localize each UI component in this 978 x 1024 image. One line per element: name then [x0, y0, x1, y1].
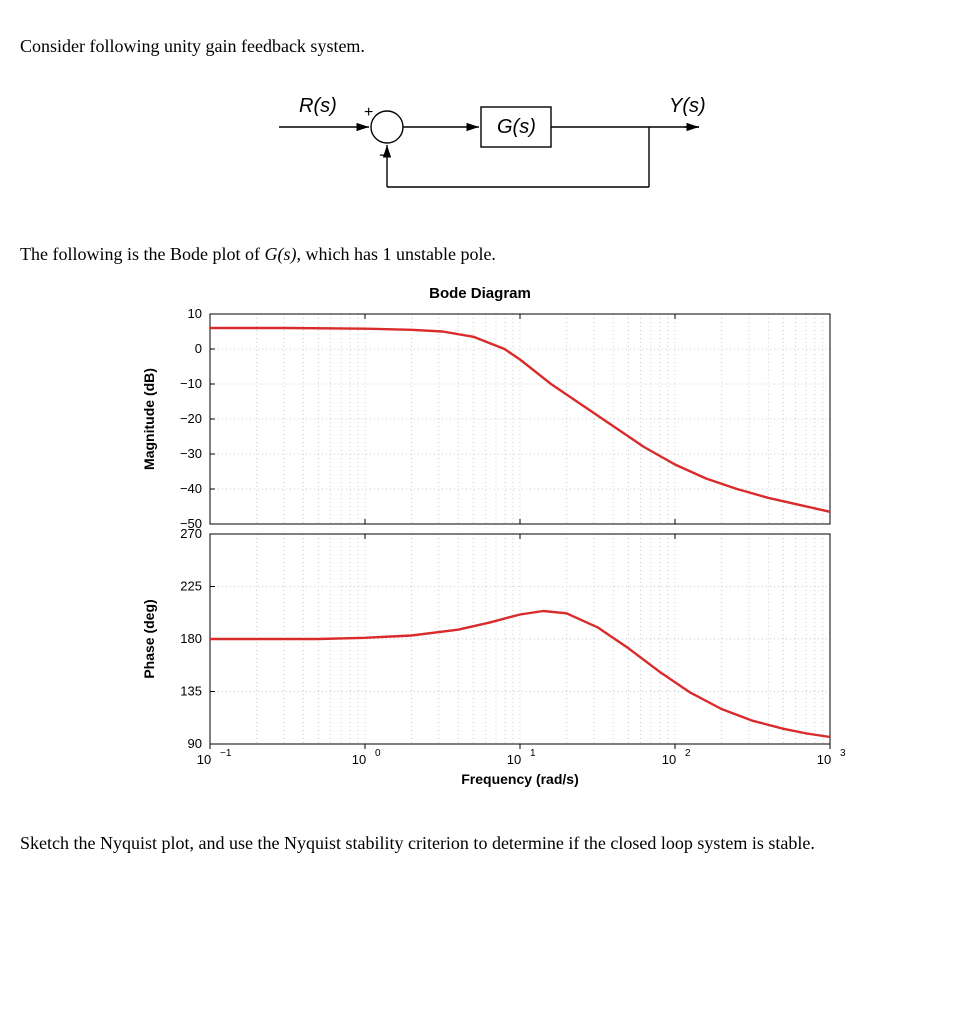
summing-junction [371, 111, 403, 143]
svg-text:−40: −40 [180, 481, 202, 496]
input-label: R(s) [299, 95, 337, 117]
svg-text:270: 270 [180, 526, 202, 541]
bode-intro: The following is the Bode plot of G(s), … [20, 242, 958, 267]
svg-text:−20: −20 [180, 411, 202, 426]
bode-intro-prefix: The following is the Bode plot of [20, 244, 264, 264]
conclusion-text: Sketch the Nyquist plot, and use the Nyq… [20, 831, 958, 856]
svg-text:−30: −30 [180, 446, 202, 461]
svg-text:10: 10 [197, 752, 211, 767]
svg-text:1: 1 [530, 748, 536, 759]
svg-text:10: 10 [817, 752, 831, 767]
svg-text:90: 90 [188, 736, 202, 751]
svg-text:Magnitude (dB): Magnitude (dB) [141, 368, 157, 470]
block-label: G(s) [497, 116, 536, 138]
block-diagram: R(s) + − G(s) Y(s) [20, 77, 958, 222]
bode-svg: 100−10−20−30−40−502702251801359010−11001… [130, 304, 850, 804]
plus-sign: + [364, 104, 373, 121]
svg-text:−1: −1 [220, 748, 232, 759]
bode-intro-suffix: , which has 1 unstable pole. [296, 244, 495, 264]
svg-text:0: 0 [375, 748, 381, 759]
svg-text:0: 0 [195, 341, 202, 356]
svg-text:Phase (deg): Phase (deg) [141, 600, 157, 679]
svg-text:135: 135 [180, 684, 202, 699]
svg-text:10: 10 [352, 752, 366, 767]
svg-text:−10: −10 [180, 376, 202, 391]
svg-text:225: 225 [180, 579, 202, 594]
intro-text: Consider following unity gain feedback s… [20, 34, 958, 59]
svg-text:10: 10 [507, 752, 521, 767]
svg-text:10: 10 [662, 752, 676, 767]
minus-sign: − [379, 145, 390, 165]
output-label: Y(s) [669, 95, 706, 117]
svg-text:3: 3 [840, 748, 846, 759]
svg-text:Frequency (rad/s): Frequency (rad/s) [461, 771, 578, 787]
svg-text:180: 180 [180, 631, 202, 646]
bode-diagram: Bode Diagram 100−10−20−30−40−50270225180… [130, 285, 958, 809]
svg-text:2: 2 [685, 748, 691, 759]
bode-title: Bode Diagram [160, 285, 800, 302]
bode-intro-gs: G(s) [264, 244, 296, 264]
svg-text:10: 10 [188, 306, 202, 321]
